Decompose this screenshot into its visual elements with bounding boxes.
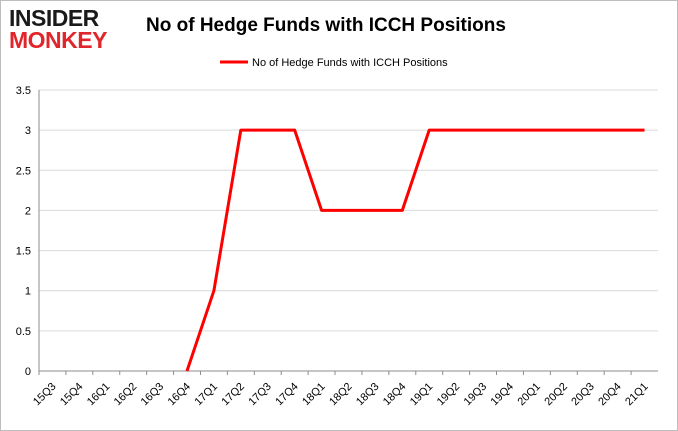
x-tick-label: 17Q2: [219, 381, 247, 409]
x-tick-label: 17Q1: [193, 381, 221, 409]
x-tick-label: 20Q1: [515, 381, 543, 409]
x-tick-label: 17Q4: [273, 381, 301, 409]
y-tick-label: 2: [25, 205, 31, 217]
x-tick-label: 20Q4: [596, 381, 624, 409]
x-tick-label: 21Q1: [623, 381, 651, 409]
legend: No of Hedge Funds with ICCH Positions: [220, 57, 448, 69]
series-lines: [185, 128, 645, 372]
x-tick-label: 20Q2: [542, 381, 570, 409]
chart-title: No of Hedge Funds with ICCH Positions: [146, 15, 506, 36]
series-line: [185, 128, 645, 372]
legend-label: No of Hedge Funds with ICCH Positions: [252, 57, 448, 69]
axes: [38, 90, 658, 375]
x-tick-label: 16Q2: [112, 381, 140, 409]
x-tick-label: 18Q1: [300, 381, 328, 409]
y-tick-label: 0: [25, 366, 31, 378]
y-tick-label: 0.5: [16, 326, 31, 338]
x-tick-label: 20Q3: [569, 381, 597, 409]
x-tick-label: 19Q3: [462, 381, 490, 409]
x-tick-label: 16Q3: [139, 381, 167, 409]
x-tick-label: 15Q3: [31, 381, 59, 409]
x-tick-label: 16Q4: [166, 381, 194, 409]
y-tick-label: 2.5: [16, 165, 31, 177]
x-tick-labels: 15Q3 15Q4 16Q1 16Q2 16Q3 16Q4 17Q1 17Q2 17Q3 17Q4…: [31, 381, 651, 409]
y-tick-label: 3: [25, 125, 31, 137]
y-tick-label: 1.5: [16, 246, 31, 258]
x-tick-label: 19Q1: [408, 381, 436, 409]
y-tick-label: 3.5: [16, 85, 31, 97]
x-tick-label: 19Q4: [489, 381, 517, 409]
x-tick-label: 17Q3: [246, 381, 274, 409]
x-tick-label: 18Q2: [327, 381, 355, 409]
x-tick-label: 16Q1: [85, 381, 113, 409]
logo-line-1: INSIDER: [9, 5, 99, 31]
x-tick-label: 19Q2: [435, 381, 463, 409]
y-tick-label: 1: [25, 286, 31, 298]
y-tick-labels: 0 0.5 1 1.5 2 2.5 3 3.5: [16, 85, 31, 378]
x-tick-label: 15Q4: [58, 381, 86, 409]
logo-line-2: MONKEY: [9, 27, 107, 53]
insider-monkey-logo: INSIDER MONKEY: [9, 7, 127, 55]
x-tick-label: 18Q4: [381, 381, 409, 409]
x-tick-label: 18Q3: [354, 381, 382, 409]
